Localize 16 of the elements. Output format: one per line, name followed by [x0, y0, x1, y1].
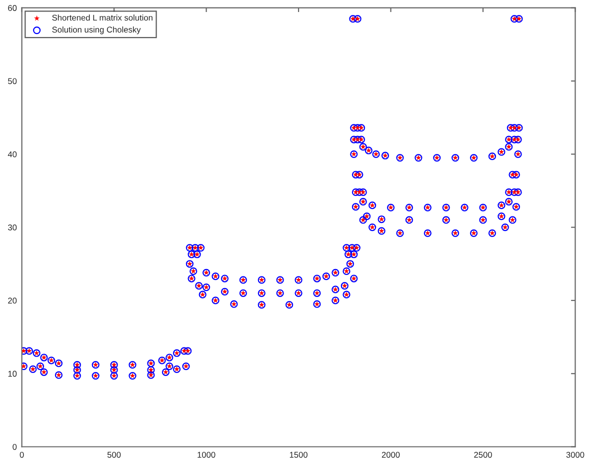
x-tick-label: 2500 — [474, 452, 492, 458]
y-tick-label: 20 — [8, 298, 17, 304]
y-tick-label: 50 — [8, 78, 17, 84]
x-tick-label: 1500 — [290, 452, 308, 458]
y-tick-label: 60 — [8, 5, 17, 11]
y-tick-label: 40 — [8, 151, 17, 158]
x-tick-label: 3000 — [566, 452, 584, 458]
x-tick-label: 2000 — [382, 452, 400, 458]
y-tick-label: 30 — [8, 224, 17, 230]
x-tick-label: 500 — [107, 452, 121, 458]
y-tick-label: 10 — [8, 370, 17, 377]
x-tick-label: 1000 — [198, 452, 216, 458]
legend-label: Solution using Cholesky — [52, 26, 141, 34]
legend-label: Shortened L matrix solution — [52, 14, 152, 21]
x-tick-label: 0 — [20, 452, 24, 458]
y-tick-label: 0 — [12, 444, 17, 450]
